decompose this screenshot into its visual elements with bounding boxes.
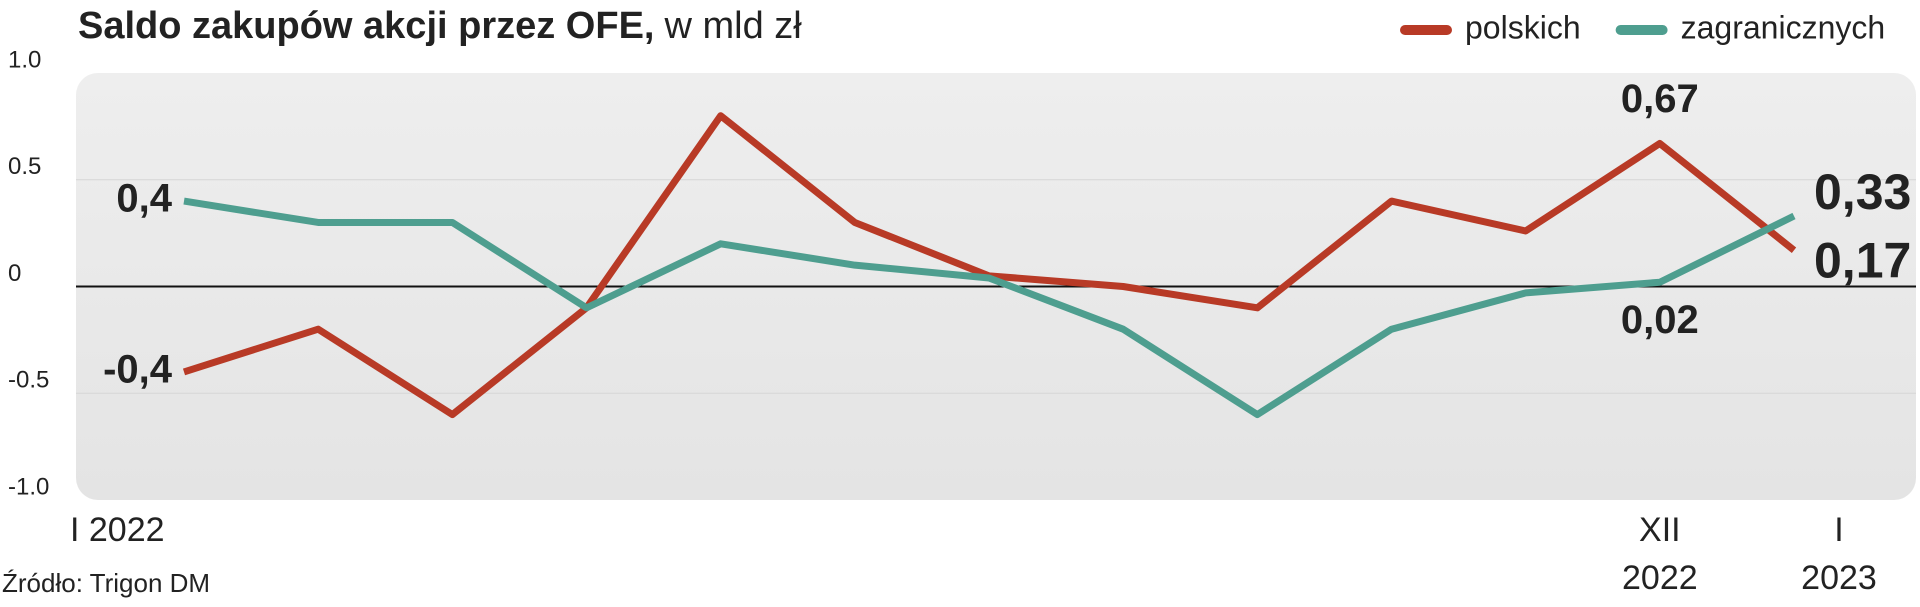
title: Saldo zakupów akcji przez OFE, bbox=[78, 5, 654, 47]
x-tick-label-line: 2022 bbox=[1622, 559, 1698, 597]
x-tick-label-line: I bbox=[1834, 511, 1843, 549]
chart-title: Saldo zakupów akcji przez OFE, w mld zł bbox=[78, 5, 802, 47]
x-tick-label-group: I 2023 bbox=[1801, 511, 1877, 597]
x-tick-label-group: XII 2022 bbox=[1622, 511, 1698, 597]
x-tick-label-line: 2023 bbox=[1801, 559, 1877, 597]
y-tick-label: -1.0 bbox=[8, 473, 49, 500]
x-tick-label: I 2022 bbox=[70, 511, 165, 549]
subtitle: w mld zł bbox=[663, 5, 802, 47]
y-tick-label: 1.0 bbox=[8, 46, 41, 73]
legend: polskich zagranicznych bbox=[1400, 9, 1886, 45]
series-line bbox=[183, 197, 1796, 419]
value-label: 0,33 bbox=[1814, 164, 1911, 220]
legend-label: zagranicznych bbox=[1681, 9, 1886, 45]
x-tick-label-line: XII bbox=[1639, 511, 1681, 549]
value-label: 0,02 bbox=[1621, 298, 1699, 342]
source: Źródło: Trigon DM bbox=[2, 568, 210, 598]
legend-label: polskich bbox=[1465, 9, 1581, 45]
value-label: 0,17 bbox=[1814, 232, 1911, 288]
value-label: 0,67 bbox=[1621, 77, 1699, 121]
y-tick-label: 0.5 bbox=[8, 153, 41, 180]
y-tick-label: 0 bbox=[8, 260, 21, 287]
value-label: -0,4 bbox=[103, 347, 173, 391]
value-label: 0,4 bbox=[116, 177, 172, 221]
y-tick-label: -0.5 bbox=[8, 367, 49, 394]
